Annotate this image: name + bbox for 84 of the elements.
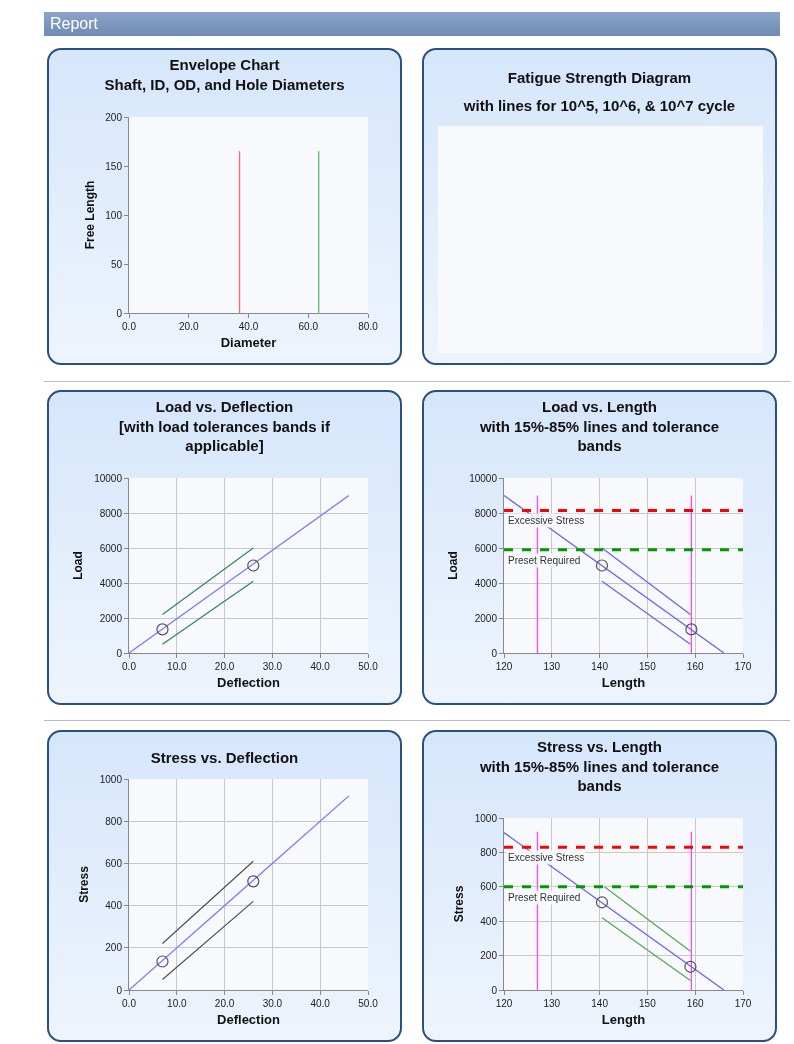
ref-line-label: Excessive Stress <box>508 515 585 526</box>
text: Report <box>44 12 780 36</box>
y-tick-label: 2000 <box>474 612 498 624</box>
y-tick-label: 200 <box>105 111 123 123</box>
y-tick-label: 400 <box>480 915 498 927</box>
x-tick-label: 10.0 <box>167 661 187 672</box>
y-tick-label: 1000 <box>474 812 498 824</box>
x-axis-title: Length <box>601 1011 646 1027</box>
x-tick-label: 0.0 <box>122 998 137 1009</box>
x-tick-label: 170 <box>734 661 752 672</box>
x-tick-label: 30.0 <box>262 998 283 1009</box>
y-tick-label: 200 <box>105 942 123 954</box>
y-tick-label: 800 <box>480 846 498 858</box>
x-tick-label: 20.0 <box>214 661 235 672</box>
x-tick-label: 130 <box>543 661 561 672</box>
y-tick-label: 8000 <box>474 507 498 519</box>
y-tick-label: 6000 <box>99 542 123 554</box>
y-tick-label: 0 <box>116 647 123 659</box>
ref-line-label: Excessive Stress <box>508 852 585 863</box>
y-tick-label: 2000 <box>99 612 123 624</box>
y-tick-label: 50 <box>110 258 123 270</box>
y-tick-label: 0 <box>116 984 123 996</box>
x-tick-label: 20.0 <box>214 998 235 1009</box>
x-tick-label: 140 <box>591 661 609 672</box>
y-tick-label: 600 <box>480 881 498 893</box>
x-tick-label: 10.0 <box>167 998 187 1009</box>
x-tick-label: 0.0 <box>122 321 137 332</box>
y-tick-label: 10000 <box>94 472 123 484</box>
x-tick-label: 40.0 <box>310 661 331 672</box>
x-tick-label: 130 <box>543 998 561 1009</box>
chart-title: Load vs. Deflection <box>155 398 294 415</box>
y-tick-label: 200 <box>480 950 498 962</box>
x-axis-title: Deflection <box>217 674 280 690</box>
y-tick-label: 0 <box>491 647 498 659</box>
x-tick-label: 40.0 <box>310 998 331 1009</box>
x-axis-title: Length <box>601 674 646 690</box>
y-tick-label: 4000 <box>99 577 123 589</box>
y-tick-label: 10000 <box>469 472 498 484</box>
y-axis-title: Load <box>446 551 461 580</box>
x-tick-label: 80.0 <box>358 321 379 332</box>
chart-title: Stress vs. Length <box>536 738 663 755</box>
x-tick-label: 120 <box>495 661 513 672</box>
ref-line-label: Preset Required <box>508 555 581 566</box>
x-axis-title: Diameter <box>220 334 277 350</box>
y-tick-label: 0 <box>491 984 498 996</box>
y-axis-title: Free Length <box>82 180 97 250</box>
chart-title: Stress vs. Deflection <box>150 748 299 766</box>
y-tick-label: 150 <box>105 160 123 172</box>
x-tick-label: 60.0 <box>298 321 319 332</box>
y-tick-label: 800 <box>105 815 123 827</box>
chart-title: Load vs. Length <box>541 398 658 415</box>
x-tick-label: 170 <box>734 998 752 1009</box>
x-tick-label: 140 <box>591 998 609 1009</box>
y-tick-label: 6000 <box>474 542 498 554</box>
x-tick-label: 120 <box>495 998 513 1009</box>
x-tick-label: 50.0 <box>358 998 379 1009</box>
text: with lines for 10^5, 10^6, & 10^7 cycle <box>463 97 736 114</box>
chart-subtitle: with 15%-85% lines and tolerance bands <box>478 417 720 454</box>
x-tick-label: 20.0 <box>179 321 199 332</box>
y-tick-label: 1000 <box>99 773 123 785</box>
chart-subtitle: Shaft, ID, OD, and Hole Diameters <box>104 75 345 93</box>
y-axis-title: Load <box>71 551 86 580</box>
y-tick-label: 4000 <box>474 577 498 589</box>
y-tick-label: 0 <box>116 307 123 319</box>
x-tick-label: 30.0 <box>262 661 283 672</box>
y-tick-label: 8000 <box>99 507 123 519</box>
x-axis-title: Deflection <box>217 1011 280 1027</box>
x-tick-label: 160 <box>686 661 704 672</box>
chart-title: Envelope Chart <box>169 56 280 73</box>
y-tick-label: 600 <box>105 857 123 869</box>
x-tick-label: 40.0 <box>238 321 259 332</box>
chart-subtitle: with 15%-85% lines and tolerance bands <box>478 757 720 794</box>
x-tick-label: 150 <box>639 998 657 1009</box>
x-tick-label: 150 <box>639 661 657 672</box>
x-tick-label: 0.0 <box>122 661 137 672</box>
y-tick-label: 400 <box>105 900 123 912</box>
x-tick-label: 50.0 <box>358 661 379 672</box>
y-tick-label: 100 <box>105 209 123 221</box>
x-tick-label: 160 <box>686 998 704 1009</box>
y-axis-title: Stress <box>77 865 92 903</box>
text: Fatigue Strength Diagram <box>507 69 692 86</box>
ref-line-label: Preset Required <box>508 892 581 903</box>
chart-subtitle: [with load tolerances bands if applicable] <box>119 417 331 454</box>
y-axis-title: Stress <box>452 885 467 923</box>
